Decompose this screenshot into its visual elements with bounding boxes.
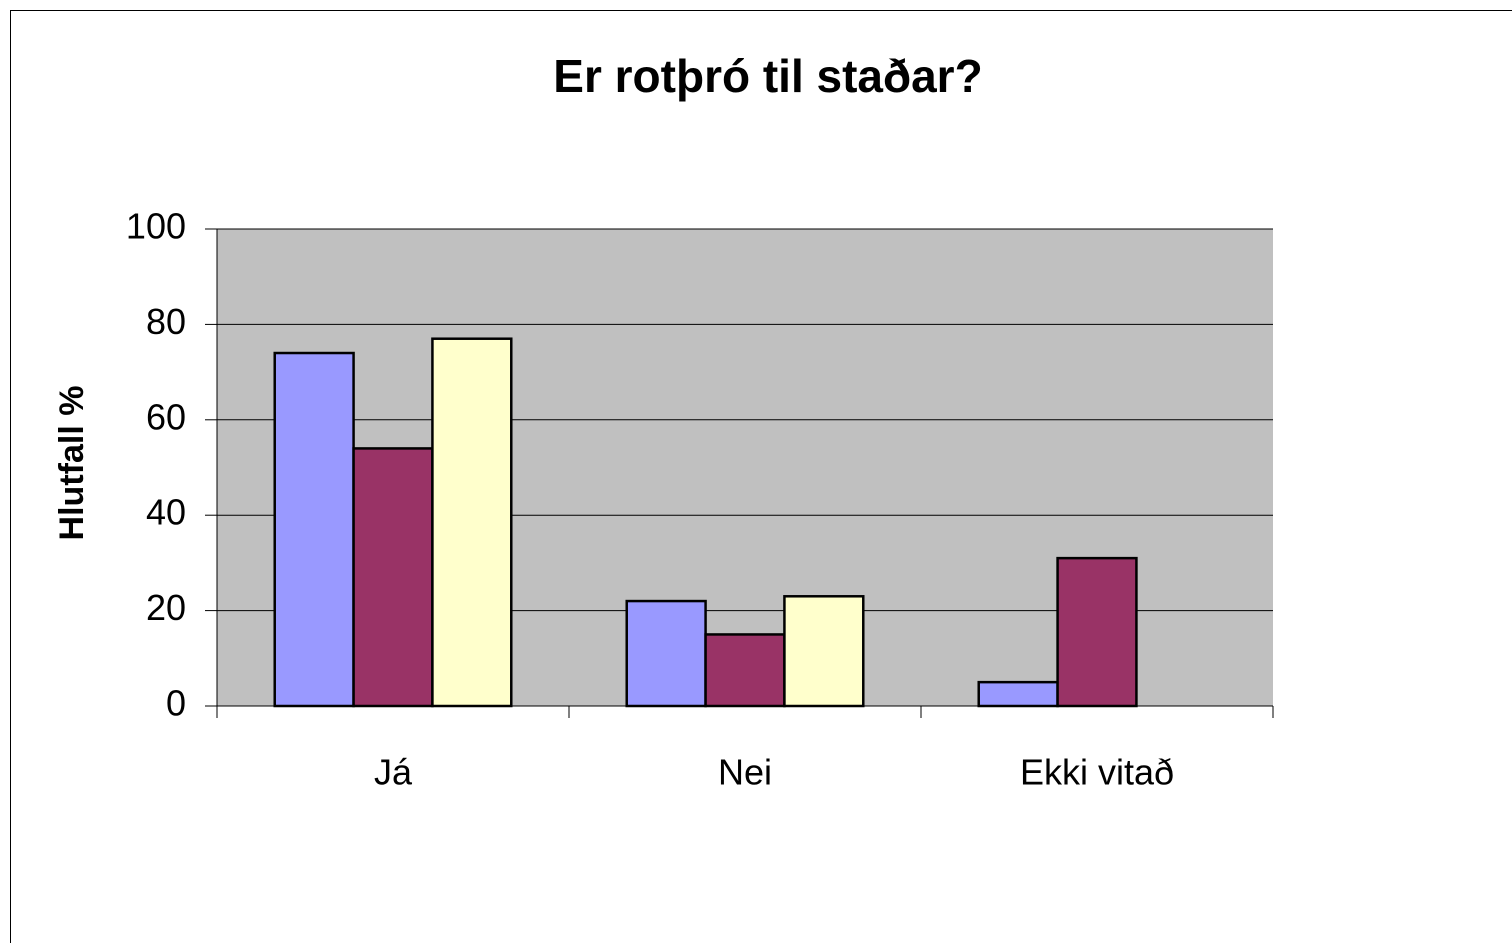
x-tick-label: Já	[374, 752, 413, 793]
bar	[352, 447, 434, 708]
bar	[625, 599, 707, 708]
x-tick-label: Ekki vitað	[1020, 752, 1174, 793]
bar	[704, 633, 786, 708]
bar	[783, 595, 865, 708]
bar	[1056, 556, 1138, 708]
y-tick-label: 100	[126, 206, 186, 247]
y-tick-label: 0	[166, 683, 186, 724]
bar	[431, 337, 513, 708]
y-tick-label: 40	[146, 492, 186, 533]
y-tick-label: 60	[146, 396, 186, 437]
chart-title: Er rotþró til staðar?	[553, 50, 982, 102]
y-tick-label: 80	[146, 301, 186, 342]
y-axis-label: Hlutfall %	[53, 386, 91, 541]
bar	[273, 351, 355, 708]
y-tick-label: 20	[146, 587, 186, 628]
bar	[977, 680, 1059, 708]
x-tick-label: Nei	[718, 752, 772, 793]
